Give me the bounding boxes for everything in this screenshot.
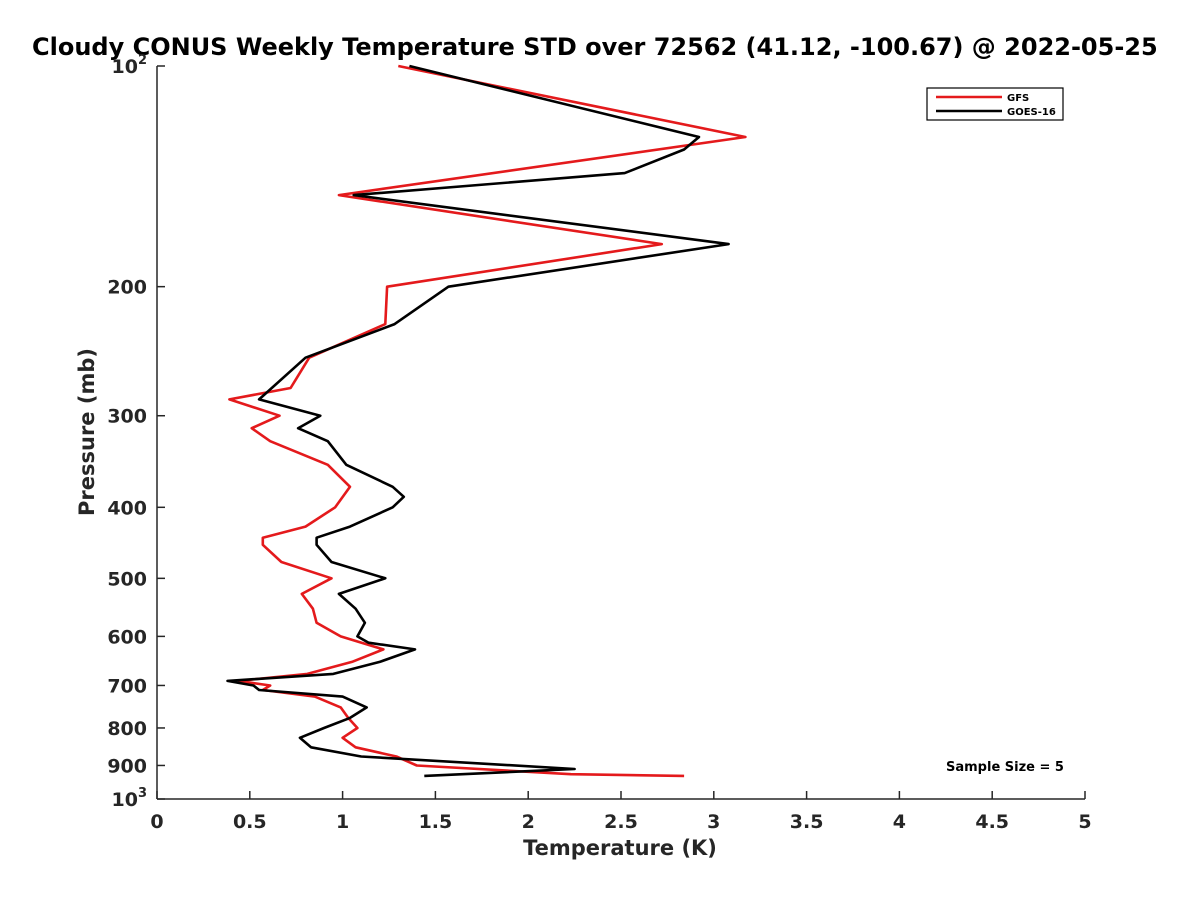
y-tick-label-base: 10: [112, 789, 138, 811]
legend-box: [926, 87, 1064, 121]
chart-legend: GFS GOES-16: [926, 87, 1064, 121]
y-tick-label-exponent: 3: [138, 786, 147, 801]
x-tick-label: 5: [1078, 811, 1091, 833]
y-tick-label: 600: [107, 626, 147, 648]
x-tick-label: 1.5: [419, 811, 453, 833]
x-tick-label: 2: [522, 811, 535, 833]
x-tick-label: 4: [893, 811, 906, 833]
x-tick-label: 2.5: [604, 811, 638, 833]
x-tick-label: 4.5: [975, 811, 1009, 833]
sample-size-annotation: Sample Size = 5: [946, 760, 1064, 775]
x-tick-label: 0: [150, 811, 163, 833]
y-tick-label: 103: [112, 786, 148, 811]
plot-area: [156, 66, 1085, 800]
x-tick-label: 3.5: [790, 811, 824, 833]
x-tick-label: 1: [336, 811, 349, 833]
legend-label-gfs: GFS: [1007, 93, 1029, 104]
y-tick-label: 700: [107, 675, 147, 697]
x-tick-label: 0.5: [233, 811, 267, 833]
series-layer: [226, 64, 747, 778]
x-axis-ticks: 0 0.5 1 1.5 2 2.5 3 3.5 4 4.5 5: [150, 791, 1092, 833]
chart-title: Cloudy CONUS Weekly Temperature STD over…: [32, 33, 1158, 61]
y-tick-label: 500: [107, 568, 147, 590]
series-line-goes16: [226, 64, 730, 778]
x-tick-label: 3: [707, 811, 720, 833]
x-axis-label: Temperature (K): [523, 836, 717, 860]
y-axis-label: Pressure (mb): [75, 348, 99, 516]
y-tick-label: 300: [107, 406, 147, 428]
series-line-gfs: [228, 64, 747, 778]
legend-label-goes16: GOES-16: [1007, 107, 1056, 118]
y-tick-label: 900: [107, 755, 147, 777]
y-tick-label-exponent: 2: [138, 53, 147, 68]
y-tick-label: 200: [107, 277, 147, 299]
y-tick-label: 400: [107, 497, 147, 519]
y-tick-label: 800: [107, 718, 147, 740]
y-tick-label-base: 10: [112, 56, 138, 78]
y-tick-label: 102: [112, 53, 148, 78]
